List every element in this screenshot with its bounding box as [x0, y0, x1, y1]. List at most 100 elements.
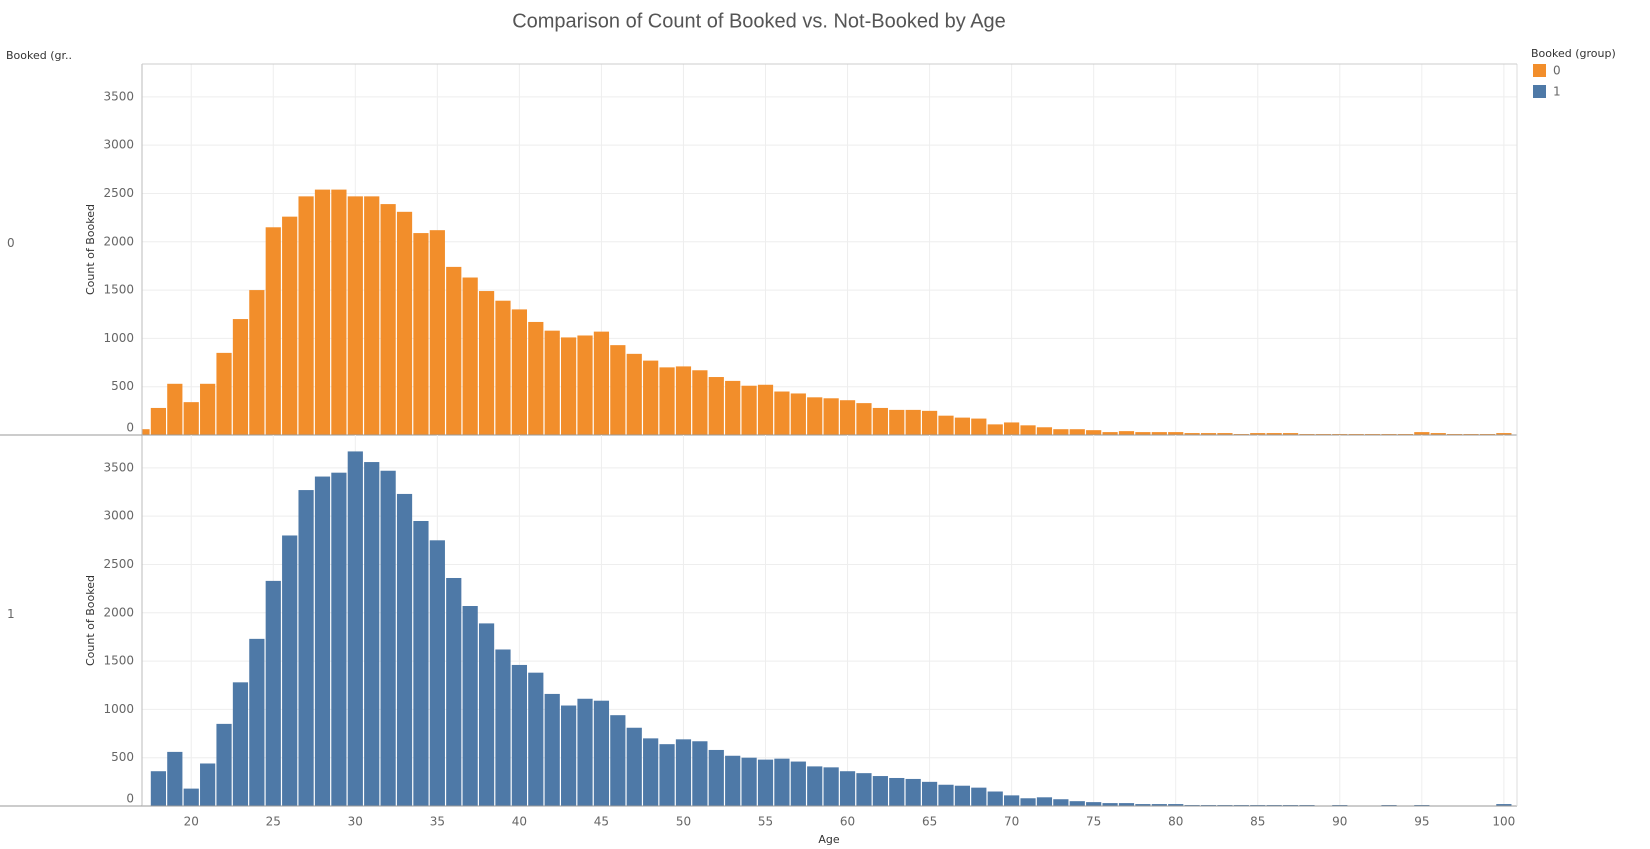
- bar: [364, 462, 380, 806]
- row-header: Booked (gr..: [6, 49, 72, 62]
- x-tick-label: 30: [348, 815, 363, 829]
- bar: [938, 415, 954, 435]
- bar: [150, 771, 167, 806]
- x-tick-label: 80: [1168, 815, 1183, 829]
- x-tick-label: 65: [922, 815, 937, 829]
- bar: [741, 385, 757, 435]
- bar: [1135, 804, 1151, 806]
- bar: [938, 784, 954, 806]
- bar: [528, 321, 544, 435]
- legend-swatch: [1533, 85, 1546, 98]
- bar: [200, 763, 216, 806]
- bar: [528, 672, 544, 806]
- y-tick-label: 1500: [103, 283, 134, 297]
- bar: [1200, 433, 1217, 435]
- bar: [593, 331, 610, 435]
- y-tick-label: 3500: [103, 460, 134, 474]
- bar: [643, 738, 659, 806]
- bar: [142, 429, 150, 435]
- bar: [987, 424, 1003, 435]
- legend-label: 0: [1553, 64, 1561, 78]
- y-tick-label: 2500: [103, 557, 134, 571]
- y-axis-label: Count of Booked: [84, 575, 97, 666]
- bar: [757, 759, 774, 806]
- x-tick-label: 75: [1086, 815, 1101, 829]
- bar: [987, 791, 1003, 806]
- bar: [1250, 433, 1266, 435]
- bar: [889, 777, 905, 806]
- bar: [659, 367, 675, 435]
- bar: [1086, 802, 1102, 806]
- x-tick-label: 60: [840, 815, 855, 829]
- bar: [954, 785, 971, 806]
- bar: [1086, 430, 1102, 435]
- bar: [577, 698, 593, 806]
- bar: [1102, 432, 1118, 435]
- bar: [167, 751, 183, 806]
- bar: [1053, 799, 1069, 806]
- bar: [265, 580, 281, 806]
- bar: [282, 216, 298, 435]
- bar: [610, 715, 626, 806]
- bar: [495, 649, 511, 806]
- bar: [659, 744, 675, 806]
- bar: [954, 417, 971, 435]
- bar: [675, 366, 692, 435]
- bar: [282, 535, 298, 806]
- x-tick-label: 100: [1492, 815, 1515, 829]
- bar: [347, 196, 363, 435]
- legend-title: Booked (group): [1531, 47, 1616, 60]
- bar: [413, 520, 429, 806]
- bar: [1020, 798, 1036, 806]
- y-tick-label: 2000: [103, 605, 134, 619]
- bar: [314, 476, 331, 806]
- bar: [921, 410, 938, 435]
- x-tick-label: 45: [594, 815, 609, 829]
- bar: [692, 370, 708, 435]
- bar: [150, 407, 167, 435]
- bar: [839, 771, 856, 806]
- bar: [839, 400, 856, 435]
- bar: [1036, 797, 1053, 806]
- bar: [200, 383, 216, 435]
- x-tick-label: 35: [430, 815, 445, 829]
- bar: [216, 352, 232, 435]
- bar: [331, 472, 347, 806]
- bar: [1118, 431, 1135, 435]
- bar: [511, 664, 527, 806]
- bar: [1004, 422, 1020, 435]
- bar: [1217, 433, 1233, 435]
- row-label: 0: [7, 236, 15, 250]
- bar: [216, 723, 232, 806]
- bar: [544, 330, 560, 435]
- bar: [462, 606, 478, 806]
- bar: [856, 403, 872, 435]
- y-tick-label: 2500: [103, 186, 134, 200]
- bar: [1020, 425, 1036, 435]
- bar: [1004, 795, 1020, 806]
- bar: [429, 540, 445, 806]
- x-axis-label: Age: [818, 833, 840, 846]
- bar: [725, 755, 741, 806]
- bar: [626, 727, 642, 806]
- bar: [396, 493, 413, 806]
- bar: [1496, 804, 1512, 806]
- x-tick-label: 20: [184, 815, 199, 829]
- bar: [167, 383, 183, 435]
- x-tick-label: 70: [1004, 815, 1019, 829]
- bar: [347, 451, 363, 806]
- bar: [971, 418, 987, 435]
- bar: [675, 739, 692, 806]
- legend-label: 1: [1553, 85, 1561, 99]
- bar: [396, 211, 413, 435]
- bar: [643, 360, 659, 435]
- bar: [905, 778, 921, 806]
- y-tick-label: 1000: [103, 702, 134, 716]
- bar: [872, 776, 888, 806]
- bar: [971, 787, 987, 806]
- y-tick-label: 0: [126, 792, 134, 806]
- bar: [298, 490, 314, 806]
- bar: [774, 391, 790, 435]
- row-label: 1: [7, 607, 15, 621]
- bar: [1118, 803, 1135, 806]
